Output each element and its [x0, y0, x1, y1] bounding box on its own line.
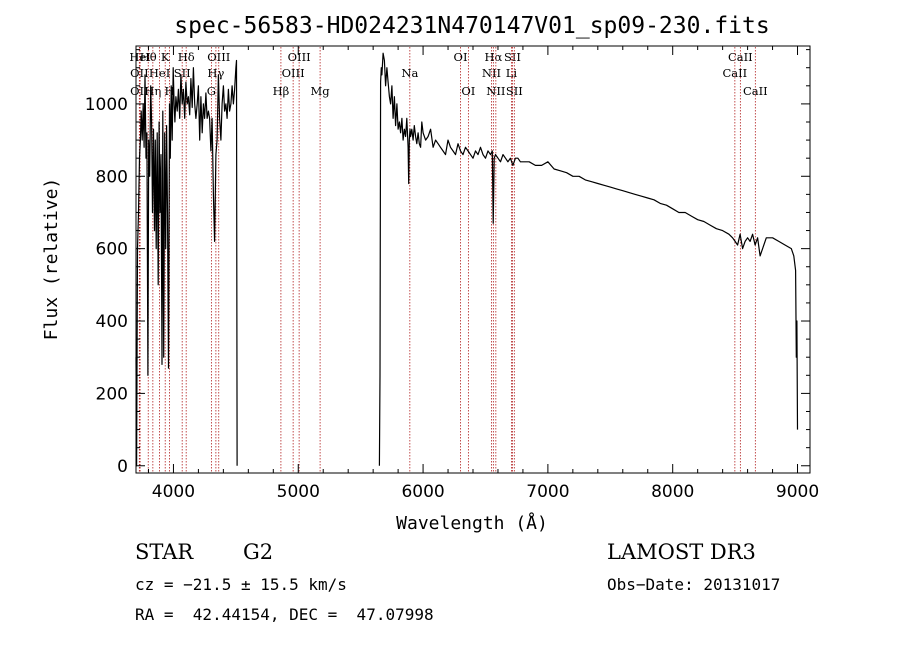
- coordinates: RA = 42.44154, DEC = 47.07998: [135, 605, 434, 624]
- redshift-readout: cz = −21.5 ± 15.5 km/s: [135, 575, 347, 594]
- spectral-line-label: G: [207, 84, 216, 98]
- flux-line: [135, 59, 238, 467]
- x-tick-label: 8000: [651, 482, 694, 502]
- spectral-line-label: H: [165, 84, 175, 98]
- spectral-line-label: OI: [461, 84, 475, 98]
- spectral-line-label: Li: [506, 66, 518, 80]
- obs-date: Obs−Date: 20131017: [607, 575, 781, 594]
- spectral-line-label: CaII: [722, 66, 747, 80]
- spectral-line-label: Hδ: [178, 50, 195, 64]
- x-axis-ticks: 4000 5000 6000 7000 8000 9000: [147, 46, 819, 502]
- x-tick-label: 9000: [776, 482, 819, 502]
- x-tick-label: 6000: [401, 482, 444, 502]
- x-tick-label: 5000: [277, 482, 320, 502]
- object-subclass: G2: [243, 540, 274, 564]
- flux-series: [135, 52, 799, 467]
- spectral-line-label: OI: [454, 50, 468, 64]
- y-tick-label: 0: [117, 457, 128, 477]
- y-axis-ticks: 0 200 400 600 800 1000: [85, 49, 810, 477]
- spectral-line-label: CaII: [728, 50, 753, 64]
- spectral-line-label: Hα: [484, 50, 502, 64]
- object-class: STAR: [135, 540, 194, 564]
- flux-line: [378, 52, 799, 466]
- y-tick-label: 200: [96, 384, 128, 404]
- survey-name: LAMOST DR3: [607, 540, 756, 564]
- y-tick-label: 800: [96, 167, 128, 187]
- x-tick-label: 4000: [152, 482, 195, 502]
- y-axis-label: Flux (relative): [41, 178, 62, 341]
- spectral-line-label: OIII: [282, 66, 305, 80]
- x-tick-label: 7000: [526, 482, 569, 502]
- spectral-line-label: Hβ: [273, 84, 290, 98]
- y-tick-label: 400: [96, 312, 128, 332]
- spectral-line-label: HeI: [149, 66, 170, 80]
- spectral-line-label: Hγ: [207, 66, 224, 80]
- spectral-line-label: SII: [504, 50, 521, 64]
- spectral-line-label: OII: [130, 84, 149, 98]
- spectral-line-label: NII: [486, 84, 505, 98]
- x-axis-label: Wavelength (Å): [396, 512, 548, 534]
- spectral-line-label: SII: [506, 84, 523, 98]
- y-tick-label: 600: [96, 240, 128, 260]
- spectral-line-label: OII: [130, 66, 149, 80]
- spectral-line-label: Mg: [311, 84, 331, 98]
- spectral-line-label: OIII: [288, 50, 311, 64]
- chart-title: spec-56583-HD024231N470147V01_sp09-230.f…: [174, 13, 769, 39]
- spectral-line-label: Na: [401, 66, 418, 80]
- spectral-line-label: CaII: [743, 84, 768, 98]
- spectral-line-label: SII: [174, 66, 191, 80]
- spectral-line-label: Hη: [144, 84, 161, 98]
- spectral-line-label: NII: [482, 66, 501, 80]
- y-tick-label: 1000: [85, 95, 128, 115]
- spectral-line-label: Hθ: [140, 50, 157, 64]
- spectral-line-label: OIII: [207, 50, 230, 64]
- spectral-line-label: K: [161, 50, 170, 64]
- spectral-line-label: HeI: [129, 50, 150, 64]
